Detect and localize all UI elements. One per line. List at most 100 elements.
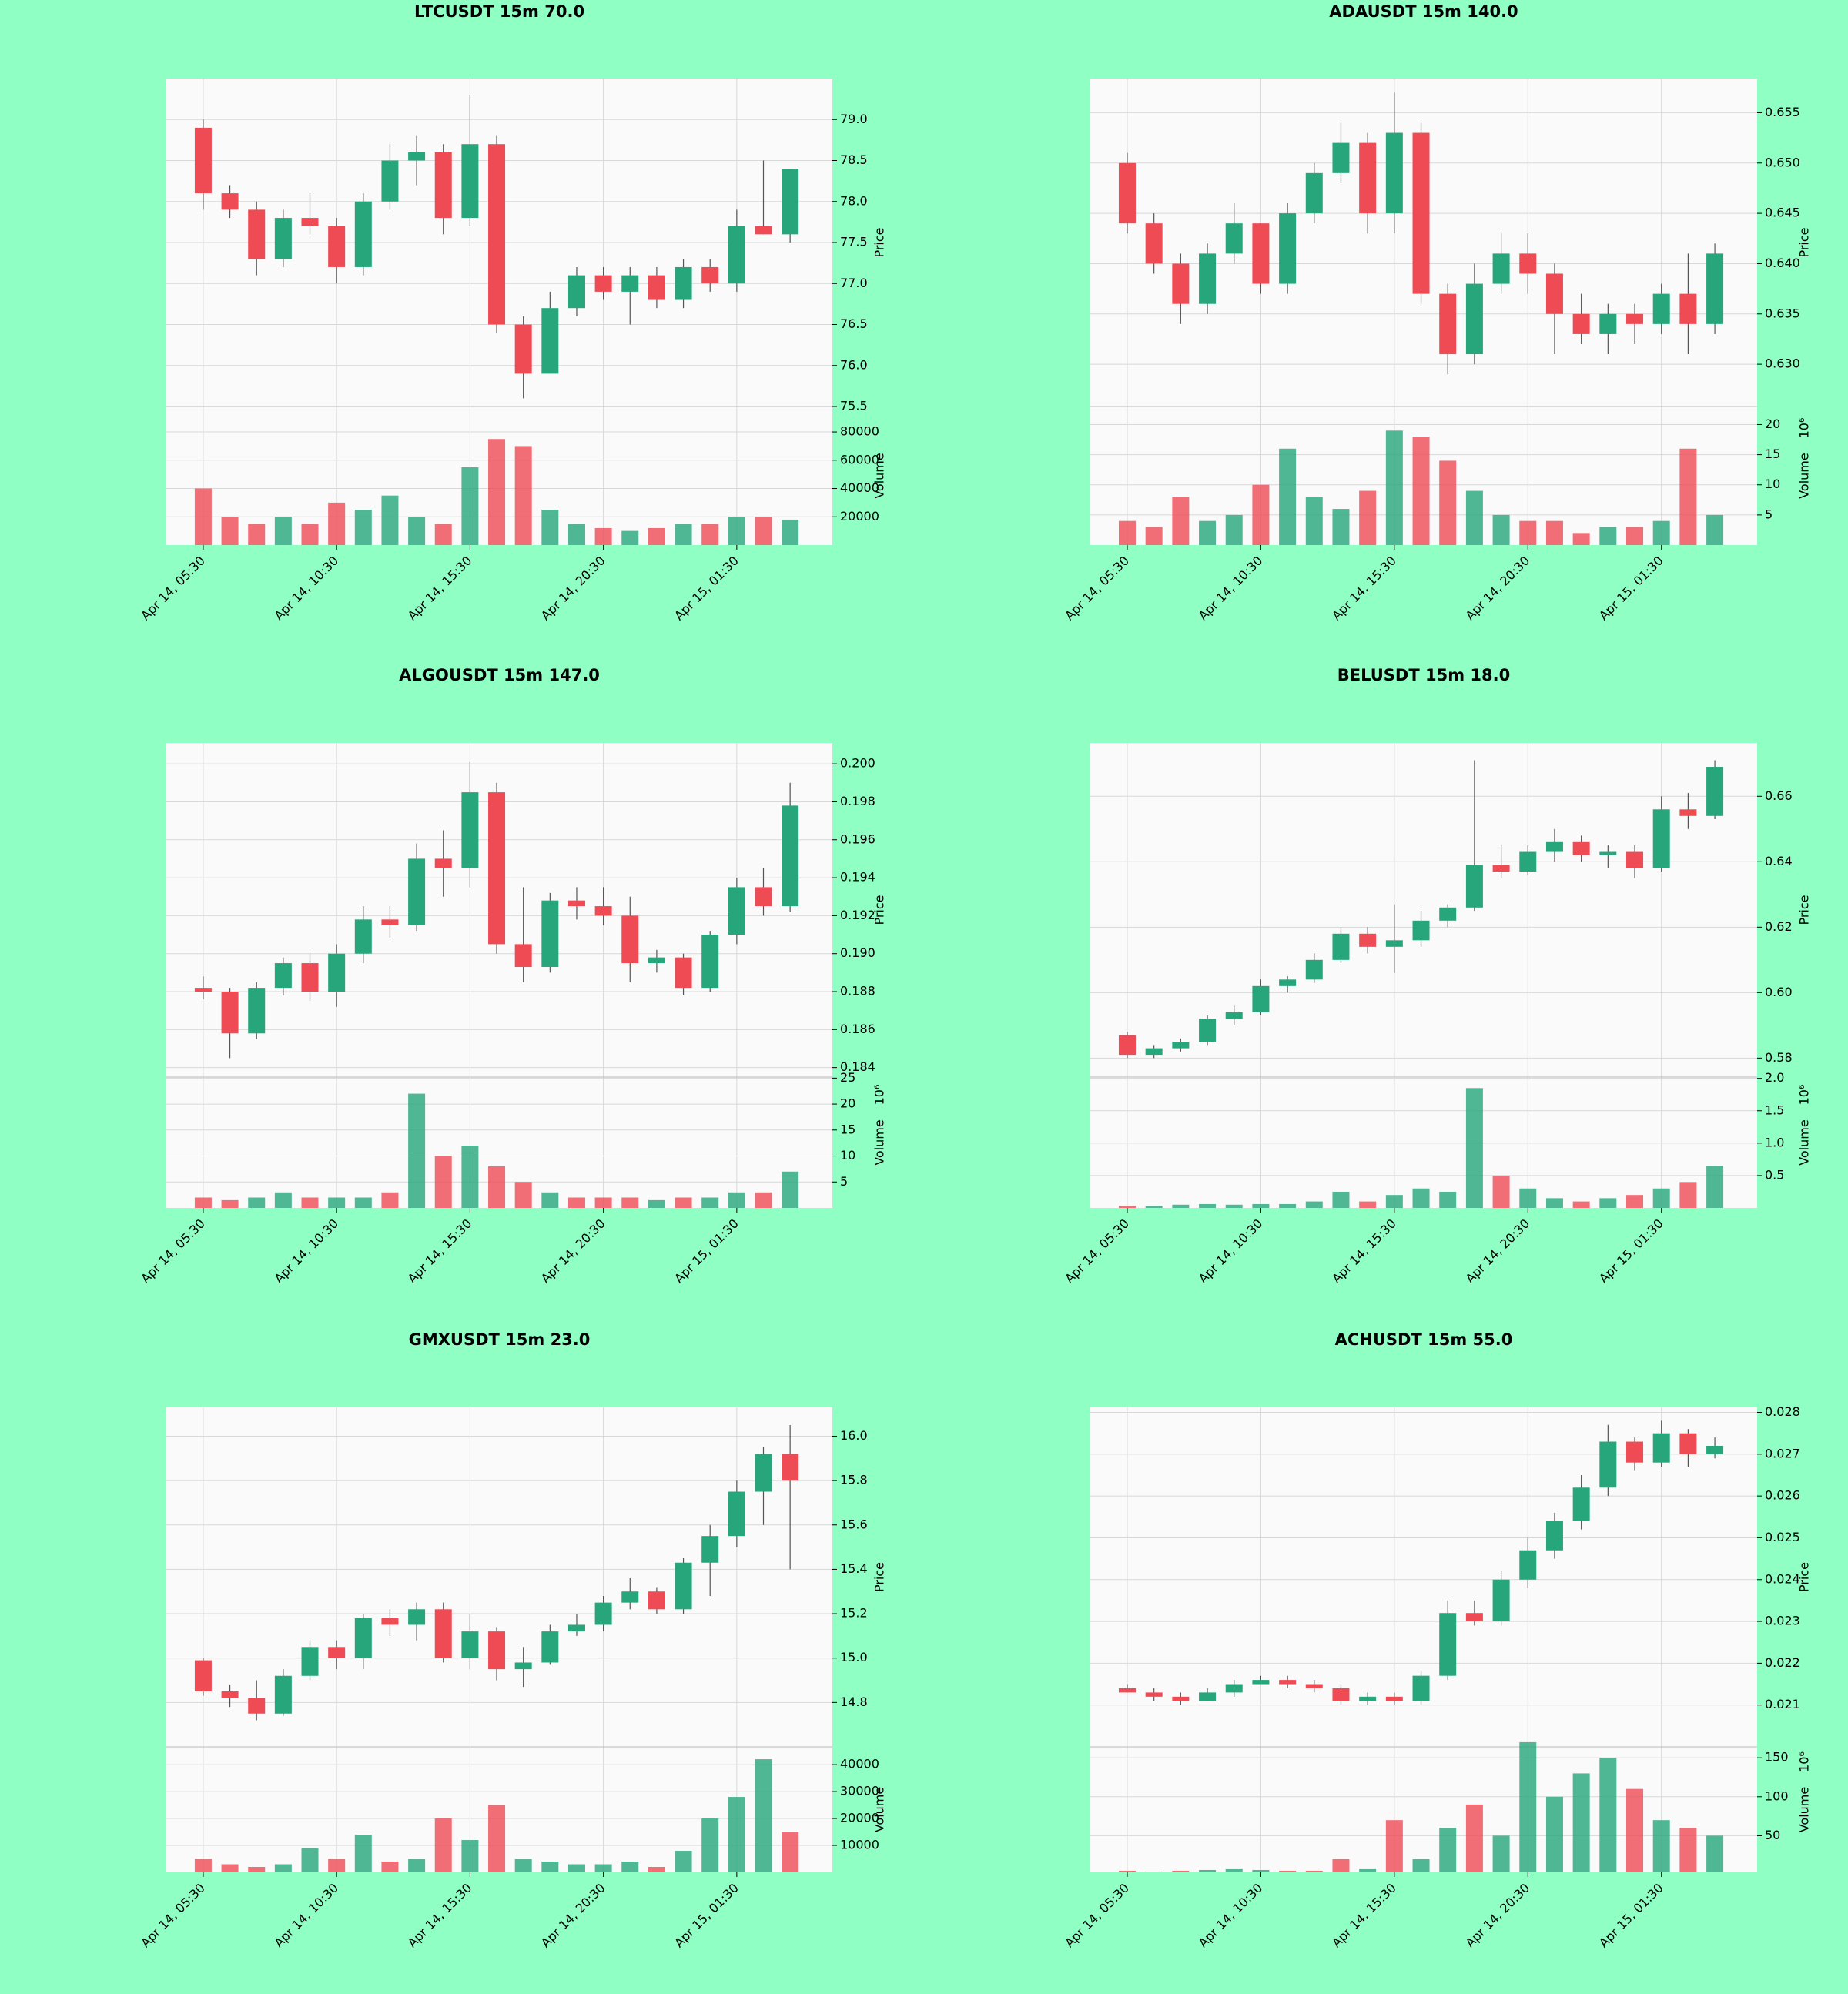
- candle-body: [1145, 223, 1163, 264]
- candle-body: [274, 218, 292, 259]
- candle-body: [1225, 223, 1243, 254]
- candle-body: [728, 1491, 745, 1537]
- candle-body: [434, 858, 452, 868]
- candle-body: [1652, 1433, 1670, 1463]
- volume-bar: [274, 1192, 292, 1208]
- volume-bar: [782, 1171, 799, 1208]
- volume-bar: [408, 1859, 426, 1872]
- volume-bar: [1279, 1870, 1297, 1872]
- volume-bar: [1599, 1758, 1617, 1872]
- candle-body: [701, 935, 719, 989]
- candle-body: [1519, 253, 1537, 274]
- volume-tick-label: 5: [1765, 507, 1773, 521]
- y-axis-label: Price: [1797, 1562, 1812, 1592]
- y-tick-label: 77.5: [840, 235, 868, 249]
- volume-bar: [1545, 1796, 1563, 1872]
- candle-body: [1492, 865, 1510, 872]
- candle-body: [328, 226, 346, 267]
- y-tick-label: 0.635: [1765, 306, 1800, 320]
- y-tick-label: 0.022: [1765, 1655, 1800, 1670]
- volume-bar: [1305, 497, 1323, 545]
- candle-body: [1279, 213, 1297, 284]
- volume-bar: [1545, 520, 1563, 545]
- volume-offset: 10⁶: [1797, 418, 1812, 439]
- candle-body: [1199, 253, 1217, 304]
- volume-tick-label: 10: [840, 1148, 855, 1163]
- candle-body: [1252, 1680, 1270, 1685]
- volume-bar: [1252, 1869, 1270, 1872]
- volume-bar: [1465, 490, 1483, 545]
- candle-body: [1439, 1613, 1457, 1676]
- volume-bar: [328, 1197, 346, 1208]
- candle-body: [1172, 263, 1190, 304]
- volume-bar: [1599, 1198, 1617, 1208]
- candle-body: [1545, 273, 1563, 314]
- volume-bar: [675, 1851, 692, 1872]
- volume-bar: [408, 1093, 426, 1208]
- candle-body: [621, 1591, 639, 1603]
- y-tick-label: 15.6: [840, 1517, 868, 1531]
- volume-tick-label: 20: [1765, 417, 1780, 431]
- candle-body: [1145, 1692, 1163, 1697]
- candle-body: [567, 1624, 585, 1632]
- volume-axis-label: Volume: [1797, 1119, 1812, 1166]
- y-tick-label: 76.5: [840, 316, 868, 331]
- y-tick-label: 0.021: [1765, 1697, 1800, 1711]
- volume-bar: [621, 1862, 639, 1872]
- panel: ACHUSDT 15m 55.0 0.021 0.022 0.023 0.024 0.02…: [1062, 1330, 1811, 1950]
- plot-area: [1090, 743, 1757, 1208]
- volume-bar: [541, 1862, 559, 1872]
- volume-bar: [381, 1192, 399, 1208]
- volume-tick-label: 5: [840, 1174, 848, 1189]
- volume-bar: [194, 1859, 212, 1872]
- candle-body: [1679, 1433, 1697, 1454]
- candle-body: [274, 963, 292, 989]
- candle-body: [755, 887, 772, 907]
- volume-bar: [1172, 497, 1190, 545]
- candle-body: [1492, 1579, 1510, 1622]
- volume-bar: [1305, 1870, 1323, 1872]
- candle-body: [1519, 1550, 1537, 1580]
- volume-bar: [701, 524, 719, 545]
- x-tick-label: Apr 14, 15:30: [405, 554, 475, 624]
- y-tick-label: 15.2: [840, 1606, 868, 1621]
- candle-body: [1172, 1042, 1190, 1049]
- volume-axis-label: Volume: [872, 1787, 887, 1833]
- candle-body: [1305, 959, 1323, 980]
- y-axis-label: Price: [1797, 227, 1812, 257]
- candle-body: [301, 218, 319, 226]
- volume-bar: [1145, 1206, 1163, 1208]
- x-tick-label: Apr 14, 10:30: [1196, 1881, 1266, 1951]
- x-tick-label: Apr 14, 15:30: [1329, 1881, 1399, 1951]
- volume-tick-label: 1.0: [1765, 1135, 1784, 1149]
- x-tick-label: Apr 14, 10:30: [271, 554, 341, 624]
- volume-bar: [755, 517, 772, 545]
- candle-body: [1359, 933, 1377, 947]
- y-tick-label: 77.0: [840, 276, 868, 290]
- chart-title: GMXUSDT 15m 23.0: [409, 1330, 591, 1349]
- x-tick-label: Apr 14, 10:30: [1196, 1216, 1266, 1286]
- volume-bar: [782, 519, 799, 545]
- y-axis-label: Price: [872, 895, 887, 925]
- volume-bar: [1412, 1188, 1430, 1208]
- panel: ADAUSDT 15m 140.0 0.630 0.635 0.640 0.645 0.6…: [1062, 2, 1811, 623]
- volume-bar: [1706, 514, 1724, 545]
- volume-bar: [1652, 1820, 1670, 1872]
- x-tick-label: Apr 14, 10:30: [271, 1881, 341, 1951]
- volume-bar: [1652, 520, 1670, 545]
- candle-body: [621, 915, 639, 964]
- candle-body: [1332, 1688, 1350, 1701]
- y-tick-label: 0.028: [1765, 1404, 1800, 1419]
- volume-bar: [1519, 1188, 1537, 1208]
- x-tick-label: Apr 14, 10:30: [1196, 554, 1266, 624]
- x-tick-label: Apr 14, 15:30: [405, 1216, 475, 1286]
- y-tick-label: 16.0: [840, 1428, 868, 1443]
- candle-body: [594, 1602, 612, 1625]
- volume-bar: [514, 1859, 532, 1872]
- candle-body: [1225, 1684, 1243, 1693]
- x-tick-label: Apr 14, 05:30: [138, 554, 208, 624]
- candle-body: [1412, 132, 1430, 294]
- x-tick-label: Apr 14, 20:30: [538, 554, 608, 624]
- volume-bar: [1359, 1201, 1377, 1208]
- candle-body: [1465, 283, 1483, 355]
